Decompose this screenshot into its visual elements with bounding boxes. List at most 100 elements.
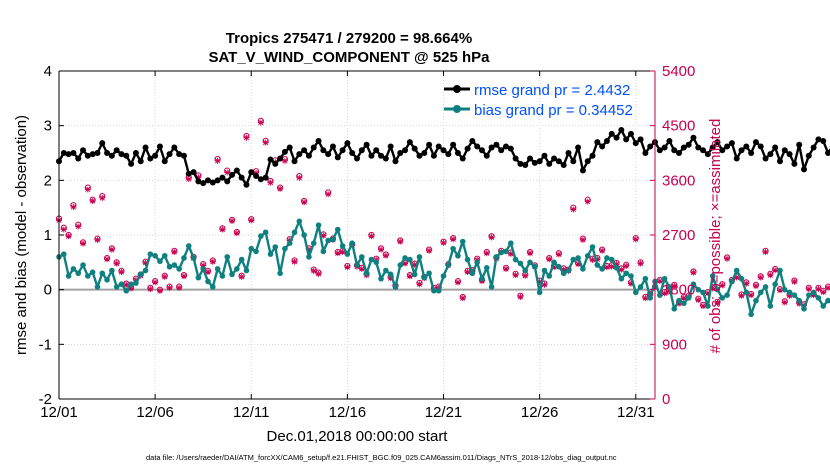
obs-assimilated-point	[291, 258, 298, 265]
rmse-point	[349, 150, 356, 156]
bias-point	[229, 271, 235, 278]
rmse-point	[89, 151, 96, 158]
rmse-point	[493, 141, 500, 148]
rmse-point	[281, 148, 288, 155]
obs-assimilated-point	[791, 278, 798, 285]
bias-point	[685, 295, 692, 301]
bias-point	[503, 248, 509, 255]
rmse-point	[469, 137, 476, 144]
rmse-point	[719, 147, 726, 154]
x-tick-label: 12/11	[233, 404, 269, 421]
obs-assimilated-point	[724, 255, 731, 262]
obs-assimilated-point	[618, 266, 625, 273]
bias-point	[541, 267, 548, 274]
rmse-point	[301, 147, 308, 154]
rmse-point	[291, 158, 298, 165]
bias-point	[128, 281, 134, 288]
bias-point	[464, 256, 471, 263]
obs-assimilated-point	[123, 281, 130, 288]
bias-point	[296, 218, 303, 225]
rmse-point	[704, 151, 711, 158]
rmse-point	[209, 179, 216, 186]
bias-point	[753, 297, 759, 304]
rmse-point	[128, 160, 135, 167]
bias-point	[628, 273, 634, 279]
obs-assimilated-point	[623, 262, 630, 269]
obs-assimilated-point	[70, 204, 77, 211]
obs-assimilated-point	[248, 217, 255, 224]
obs-assimilated-point	[589, 256, 596, 263]
y2-tick-label: 3600	[662, 172, 695, 189]
obs-assimilated-point	[224, 169, 231, 176]
rmse-point	[618, 127, 625, 134]
obs-assimilated-point	[397, 238, 404, 245]
rmse-point	[84, 152, 91, 159]
y2-tick-label: 2700	[662, 227, 695, 244]
bias-point	[719, 295, 726, 301]
rmse-point	[104, 150, 111, 156]
rmse-point	[406, 139, 413, 146]
bias-point	[820, 303, 827, 309]
y-axis-label: rmse and bias (model - observation)	[13, 115, 30, 355]
obs-assimilated-point	[541, 281, 548, 288]
bias-point	[435, 287, 442, 294]
rmse-point	[94, 150, 101, 156]
bias-point	[123, 287, 130, 294]
rmse-point	[685, 141, 692, 148]
rmse-point	[99, 140, 106, 147]
obs-assimilated-point	[358, 266, 365, 273]
obs-assimilated-point	[805, 286, 812, 293]
rmse-point	[488, 144, 495, 151]
bias-point	[690, 281, 697, 288]
bias-point	[190, 255, 197, 261]
bias-point	[234, 266, 240, 272]
bias-point	[70, 266, 77, 272]
rmse-point	[315, 137, 322, 144]
obs-assimilated-point	[483, 250, 490, 257]
bias-point	[810, 289, 817, 296]
obs-assimilated-point	[344, 264, 351, 271]
obs-assimilated-point	[80, 240, 87, 247]
bias-point	[238, 256, 245, 263]
x-tick-label: 12/31	[617, 404, 655, 421]
rmse-point	[363, 141, 370, 148]
bias-point	[445, 262, 452, 268]
obs-assimilated-point	[382, 252, 389, 259]
bias-point	[527, 259, 533, 266]
bias-point	[661, 275, 668, 282]
bias-point	[762, 284, 769, 290]
obs-assimilated-point	[104, 256, 111, 263]
rmse-point	[205, 177, 211, 184]
rmse-point	[382, 155, 389, 162]
obs-assimilated-point	[704, 290, 711, 297]
bias-point	[94, 284, 101, 290]
bias-point	[570, 256, 577, 263]
obs-assimilated-point	[185, 176, 192, 183]
bias-point	[517, 260, 524, 267]
obs-assimilated-point	[75, 223, 82, 230]
x-tick-label: 12/21	[425, 404, 463, 421]
rmse-point	[762, 155, 769, 162]
bias-point	[666, 284, 673, 290]
rmse-point	[825, 150, 830, 156]
y2-tick-label: 5400	[662, 63, 695, 80]
obs-assimilated-point	[714, 300, 721, 307]
bias-point	[402, 255, 408, 261]
rmse-point	[339, 147, 346, 154]
bias-point	[801, 306, 807, 312]
bias-point	[310, 240, 317, 246]
obs-assimilated-point	[719, 282, 726, 289]
rmse-point	[325, 151, 332, 158]
rmse-point	[661, 144, 668, 151]
rmse-point	[402, 147, 409, 154]
obs-assimilated-point	[118, 269, 125, 276]
rmse-point	[344, 140, 351, 147]
bias-point	[772, 281, 778, 288]
rmse-point	[430, 152, 437, 159]
rmse-point	[613, 134, 620, 141]
bias-point	[440, 273, 447, 279]
rmse-point	[498, 147, 505, 154]
bias-point	[618, 275, 625, 282]
bias-point	[89, 269, 96, 275]
bias-point	[195, 274, 202, 281]
